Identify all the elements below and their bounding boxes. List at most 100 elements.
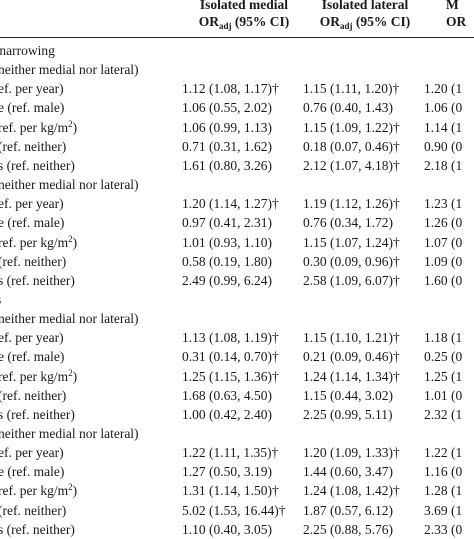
table-cell-c3: 1.07 (0 xyxy=(424,234,463,250)
table-cell-c3: 1.09 (0 xyxy=(424,253,463,269)
table-cell-c2: 1.44 (0.60, 3.47) xyxy=(303,464,393,480)
row-label: es xyxy=(0,290,1,309)
table-cell-c3: 3.69 (1 xyxy=(424,502,463,518)
table-cell-c2: 2.12 (1.07, 4.18)† xyxy=(303,157,400,173)
table-row: ef. per year) 1.20 (1.14, 1.27)† 1.19 (1.1… xyxy=(0,194,474,213)
table-cell-c2: 1.15 (1.10, 1.21)† xyxy=(303,330,400,346)
table-cell-c3: 1.20 (1 xyxy=(424,81,463,97)
subsection-heading: neither medial nor lateral) xyxy=(0,424,474,443)
table-row: ref. per kg/m2) 1.06 (0.99, 1.13) 1.15 (1.… xyxy=(0,118,474,137)
col2-header-stat: ORadj (95% CI) xyxy=(319,14,411,31)
table-row: (ref. neither) 5.02 (1.53, 16.44)† 1.87 (0… xyxy=(0,501,474,520)
table-cell-c1: 1.68 (0.63, 4.50) xyxy=(182,387,272,403)
row-label: ef. per year) xyxy=(0,445,64,461)
table-cell-c1: 1.25 (1.15, 1.36)† xyxy=(182,368,279,384)
row-label: ef. per year) xyxy=(0,81,64,97)
row-label: ref. per kg/m2) xyxy=(0,118,78,135)
table-row: e (ref. male) 0.31 (0.14, 0.70)† 0.21 (0.0… xyxy=(0,347,474,366)
table-cell-c2: 1.15 (1.09, 1.22)† xyxy=(303,119,400,135)
table-row: ef. per year) 1.13 (1.08, 1.19)† 1.15 (1.1… xyxy=(0,328,474,347)
table-cell-c1: 5.02 (1.53, 16.44)† xyxy=(182,502,286,518)
table-cell-c3: 1.18 (1 xyxy=(424,330,463,346)
table-cell-c1: 1.00 (0.42, 2.40) xyxy=(182,406,272,422)
table-cell-c1: 0.58 (0.19, 1.80) xyxy=(182,253,272,269)
table-cell-c1: 1.06 (0.99, 1.13) xyxy=(182,119,272,135)
table-cell-c3: 1.06 (0 xyxy=(424,100,463,116)
table-cell-c1: 1.12 (1.08, 1.17)† xyxy=(182,81,279,97)
table-cell-c3: 1.22 (1 xyxy=(424,445,463,461)
table-cell-c2: 1.87 (0.57, 6.12) xyxy=(303,502,393,518)
table-cell-c2: 2.25 (0.99, 5.11) xyxy=(303,406,393,422)
table-cell-c2: 1.24 (1.14, 1.34)† xyxy=(303,368,400,384)
table-cell-c3: 2.32 (1 xyxy=(424,406,463,422)
table-row: e (ref. male) 1.06 (0.55, 2.02) 0.76 (0.40… xyxy=(0,98,474,117)
table-cell-c2: 0.21 (0.09, 0.46)† xyxy=(303,349,400,365)
row-label: e (ref. male) xyxy=(0,215,65,231)
table-cell-c3: 1.26 (0 xyxy=(424,215,463,231)
table-cell-c2: 1.24 (1.08, 1.42)† xyxy=(303,483,400,499)
table-row: (ref. neither) 0.58 (0.19, 1.80) 0.30 (0.0… xyxy=(0,252,474,271)
col1-header-title: Isolated medial xyxy=(199,0,289,12)
table-cell-c2: 1.15 (1.11, 1.20)† xyxy=(303,81,400,97)
row-label: s (ref. neither) xyxy=(0,272,75,288)
table-row: s (ref. neither) 1.10 (0.40, 3.05) 2.25 (0… xyxy=(0,520,474,539)
table-cell-c1: 1.61 (0.80, 3.26) xyxy=(182,157,272,173)
table-cell-c1: 0.71 (0.31, 1.62) xyxy=(182,138,272,154)
row-label: (ref. neither) xyxy=(0,502,67,518)
table-row: ef. per year) 1.22 (1.11, 1.35)† 1.20 (1.0… xyxy=(0,443,474,462)
table-cell-c1: 1.27 (0.50, 3.19) xyxy=(182,464,272,480)
row-label: ef. per year) xyxy=(0,330,64,346)
row-label: s (ref. neither) xyxy=(0,406,75,422)
table-cell-c2: 2.58 (1.09, 6.07)† xyxy=(303,272,400,288)
row-label: ref. per kg/m2) xyxy=(0,367,78,384)
table-cell-c3: 1.28 (1 xyxy=(424,483,463,499)
table-cell-c1: 1.20 (1.14, 1.27)† xyxy=(182,196,279,212)
row-label: neither medial nor lateral) xyxy=(0,311,139,327)
col1-header-stat: ORadj (95% CI) xyxy=(198,14,290,31)
table-row: ref. per kg/m2) 1.25 (1.15, 1.36)† 1.24 (1… xyxy=(0,367,474,386)
row-label: ef. per year) xyxy=(0,196,64,212)
table-cell-c2: 1.15 (0.44, 3.02) xyxy=(303,387,393,403)
table-cell-c1: 1.06 (0.55, 2.02) xyxy=(182,100,272,116)
table-cell-c3: 1.23 (1 xyxy=(424,196,463,212)
row-label: ref. per kg/m2) xyxy=(0,482,78,499)
header-rule xyxy=(0,37,474,38)
table-cell-c3: 1.16 (0 xyxy=(424,464,463,480)
col3-header-stat: OR xyxy=(446,14,467,29)
table-cell-c2: 1.20 (1.09, 1.33)† xyxy=(303,445,400,461)
row-label: (ref. neither) xyxy=(0,138,67,154)
row-label: neither medial nor lateral) xyxy=(0,177,139,193)
table-cell-c3: 2.18 (1 xyxy=(424,157,463,173)
table-row: ref. per kg/m2) 1.01 (0.93, 1.10) 1.15 (1.… xyxy=(0,233,474,252)
table-cell-c1: 1.13 (1.08, 1.19)† xyxy=(182,330,279,346)
subsection-heading: neither medial nor lateral) xyxy=(0,309,474,328)
table-row: e (ref. male) 1.27 (0.50, 3.19) 1.44 (0.60… xyxy=(0,462,474,481)
row-label: neither medial nor lateral) xyxy=(0,62,139,78)
table-cell-c3: 1.25 (1 xyxy=(424,368,463,384)
table-cell-c1: 1.01 (0.93, 1.10) xyxy=(182,234,272,250)
row-label: (ref. neither) xyxy=(0,387,67,403)
table-cell-c3: 1.01 (0 xyxy=(424,387,463,403)
row-label: e (ref. male) xyxy=(0,100,65,116)
table-row: ref. per kg/m2) 1.31 (1.14, 1.50)† 1.24 (1… xyxy=(0,481,474,500)
subsection-heading: neither medial nor lateral) xyxy=(0,175,474,194)
table-cell-c3: 1.60 (0 xyxy=(424,272,463,288)
row-label: ref. per kg/m2) xyxy=(0,233,78,250)
table-row: ef. per year) 1.12 (1.08, 1.17)† 1.15 (1.1… xyxy=(0,79,474,98)
section-heading: e narrowing xyxy=(0,41,474,60)
table-cell-c2: 2.25 (0.88, 5.76) xyxy=(303,521,393,537)
table-cell-c1: 2.49 (0.99, 6.24) xyxy=(182,272,272,288)
table-cell-c1: 1.22 (1.11, 1.35)† xyxy=(182,445,279,461)
table-row: e (ref. male) 0.97 (0.41, 2.31) 0.76 (0.34… xyxy=(0,213,474,232)
col1-header: Isolated medial ORadj (95% CI) xyxy=(180,0,308,35)
table-cell-c1: 0.97 (0.41, 2.31) xyxy=(182,215,272,231)
table-cell-c3: 0.25 (0 xyxy=(424,349,463,365)
table-cell-c2: 1.15 (1.07, 1.24)† xyxy=(303,234,400,250)
subsection-heading: neither medial nor lateral) xyxy=(0,60,474,79)
row-label: e (ref. male) xyxy=(0,464,65,480)
table-cell-c2: 0.76 (0.34, 1.72) xyxy=(303,215,393,231)
row-label: s (ref. neither) xyxy=(0,157,75,173)
col2-header: Isolated lateral ORadj (95% CI) xyxy=(306,0,424,35)
table-row: (ref. neither) 0.71 (0.31, 1.62) 0.18 (0.0… xyxy=(0,137,474,156)
table-cell-c1: 0.31 (0.14, 0.70)† xyxy=(182,349,279,365)
